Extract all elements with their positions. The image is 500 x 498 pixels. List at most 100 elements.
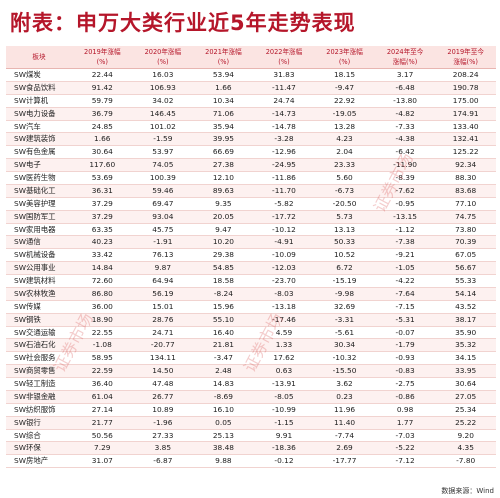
value-cell: -4.38 bbox=[374, 132, 436, 147]
industry-name-cell: SW汽车 bbox=[6, 120, 72, 134]
value-cell: 0.98 bbox=[374, 403, 436, 417]
industry-name-cell: SW轻工制造 bbox=[6, 377, 72, 391]
table-row: SW电力设备 36.79 146.45 71.06 -14.73 -19.05 -4.82 1… bbox=[6, 107, 496, 121]
column-header-line1: 2024年至今 bbox=[386, 48, 424, 56]
value-cell: -7.74 bbox=[314, 429, 375, 443]
column-header-line1: 2019年涨幅 bbox=[84, 48, 121, 56]
value-cell: 35.94 bbox=[193, 120, 254, 134]
value-cell: 59.79 bbox=[72, 94, 133, 108]
table-row: SW轻工制造 36.40 47.48 14.83 -13.91 3.62 -2.75 30.6… bbox=[6, 377, 496, 391]
table-row: SW有色金属 30.64 53.97 66.69 -12.96 2.04 -6.42 125.… bbox=[6, 145, 496, 160]
value-cell: 38.48 bbox=[193, 441, 254, 456]
column-header: 2023年涨幅 (%) bbox=[314, 46, 375, 69]
value-cell: 33.42 bbox=[72, 248, 133, 263]
value-cell: 77.10 bbox=[435, 197, 496, 211]
value-cell: 36.00 bbox=[72, 300, 133, 314]
value-cell: -20.50 bbox=[314, 197, 375, 211]
value-cell: 30.34 bbox=[314, 338, 375, 353]
table-row: SW建筑材料 72.60 64.94 18.58 -23.70 -15.19 -4.22 55… bbox=[6, 274, 496, 288]
table-row: SW环保 7.29 3.85 38.48 -18.36 2.69 -5.22 4.35 bbox=[6, 441, 496, 456]
value-cell: 18.15 bbox=[314, 68, 375, 82]
value-cell: 15.96 bbox=[193, 300, 254, 314]
value-cell: -1.59 bbox=[132, 132, 194, 147]
value-cell: -10.99 bbox=[253, 403, 315, 417]
value-cell: -3.31 bbox=[314, 313, 375, 327]
value-cell: -7.03 bbox=[374, 429, 436, 443]
table-row: SW公用事业 14.84 9.87 54.85 -12.03 6.72 -1.05 56.67 bbox=[6, 261, 496, 275]
value-cell: 22.55 bbox=[72, 326, 133, 340]
value-cell: 71.06 bbox=[193, 107, 254, 121]
value-cell: 63.35 bbox=[72, 223, 133, 237]
value-cell: 73.80 bbox=[435, 223, 496, 237]
value-cell: -15.50 bbox=[314, 364, 375, 378]
table-row: SW房地产 31.07 -6.87 9.88 -0.12 -17.77 -7.12 -7.80 bbox=[6, 454, 496, 469]
value-cell: 74.75 bbox=[435, 210, 496, 224]
table-row: SW交通运输 22.55 24.71 16.40 4.59 -5.61 -0.07 35.90 bbox=[6, 326, 496, 340]
table-row: SW非银金融 61.04 26.77 -8.69 -8.05 0.23 -0.86 27.05 bbox=[6, 390, 496, 404]
value-cell: -13.18 bbox=[253, 300, 315, 314]
value-cell: 14.84 bbox=[72, 261, 133, 275]
value-cell: 10.89 bbox=[132, 403, 194, 417]
value-cell: 20.05 bbox=[193, 210, 254, 224]
value-cell: -11.90 bbox=[374, 158, 436, 172]
industry-name-cell: SW机械设备 bbox=[6, 248, 72, 263]
value-cell: -18.36 bbox=[253, 441, 315, 456]
value-cell: 66.69 bbox=[193, 145, 254, 160]
value-cell: -8.24 bbox=[193, 287, 254, 301]
value-cell: 2.48 bbox=[193, 364, 254, 378]
table-row: SW石油石化 -1.08 -20.77 21.81 1.33 30.34 -1.79 35.3… bbox=[6, 338, 496, 353]
value-cell: 24.74 bbox=[253, 94, 315, 108]
value-cell: 174.91 bbox=[435, 107, 496, 121]
value-cell: 14.50 bbox=[132, 364, 194, 378]
table-header: 板块 2019年涨幅 (%) 2020年涨幅 (%) 2021年涨幅 (%) 2022年涨幅 (… bbox=[6, 46, 496, 69]
value-cell: 32.69 bbox=[314, 300, 375, 314]
value-cell: 53.69 bbox=[72, 171, 133, 185]
value-cell: -13.15 bbox=[374, 210, 436, 224]
value-cell: 83.68 bbox=[435, 184, 496, 198]
value-cell: 47.48 bbox=[132, 377, 194, 391]
title-bar: 附表：申万大类行业近5年走势表现 bbox=[0, 0, 500, 44]
title-prefix: 附表： bbox=[10, 11, 76, 35]
value-cell: 101.02 bbox=[132, 120, 194, 134]
column-header-line2: (%) bbox=[338, 58, 351, 66]
value-cell: 35.90 bbox=[435, 326, 496, 340]
value-cell: -12.96 bbox=[253, 145, 315, 160]
table-row: SW农林牧渔 86.80 56.19 -8.24 -8.03 -9.98 -7.64 54.1… bbox=[6, 287, 496, 301]
value-cell: 2.04 bbox=[314, 145, 375, 160]
value-cell: 74.05 bbox=[132, 158, 194, 172]
value-cell: 36.31 bbox=[72, 184, 133, 198]
value-cell: 31.07 bbox=[72, 454, 133, 469]
value-cell: -17.77 bbox=[314, 454, 375, 469]
title-main: 申万大类行业近5年走势表现 bbox=[76, 11, 356, 35]
value-cell: 26.77 bbox=[132, 390, 194, 404]
value-cell: 14.83 bbox=[193, 377, 254, 391]
value-cell: 72.60 bbox=[72, 274, 133, 288]
column-header-line1: 2019年至今 bbox=[447, 48, 484, 56]
data-source-note: 数据来源：Wind bbox=[441, 487, 494, 495]
value-cell: 30.64 bbox=[435, 377, 496, 391]
industry-name-cell: SW煤炭 bbox=[6, 68, 72, 82]
industry-name-cell: SW非银金融 bbox=[6, 390, 72, 404]
value-cell: 1.77 bbox=[374, 416, 436, 430]
value-cell: 9.20 bbox=[435, 429, 496, 443]
value-cell: 22.92 bbox=[314, 94, 375, 108]
header-row: 板块 2019年涨幅 (%) 2020年涨幅 (%) 2021年涨幅 (%) 2022年涨幅 (… bbox=[6, 46, 496, 69]
value-cell: 23.33 bbox=[314, 158, 375, 172]
value-cell: -1.79 bbox=[374, 338, 436, 353]
value-cell: 10.34 bbox=[193, 94, 254, 108]
column-header-line1: 2022年涨幅 bbox=[265, 48, 303, 56]
value-cell: 0.63 bbox=[253, 364, 315, 378]
industry-name-cell: SW建筑材料 bbox=[6, 274, 72, 288]
value-cell: 2.69 bbox=[314, 441, 375, 456]
value-cell: -5.61 bbox=[314, 326, 375, 340]
industry-name-cell: SW国防军工 bbox=[6, 210, 72, 224]
value-cell: -11.86 bbox=[253, 171, 315, 185]
value-cell: 28.76 bbox=[132, 313, 194, 327]
value-cell: 6.72 bbox=[314, 261, 375, 275]
value-cell: 53.94 bbox=[193, 68, 254, 82]
column-header-line2: (%) bbox=[96, 58, 108, 66]
value-cell: -1.91 bbox=[132, 235, 194, 250]
value-cell: 27.05 bbox=[435, 390, 496, 404]
value-cell: -6.73 bbox=[314, 184, 375, 198]
value-cell: 0.05 bbox=[193, 416, 254, 430]
